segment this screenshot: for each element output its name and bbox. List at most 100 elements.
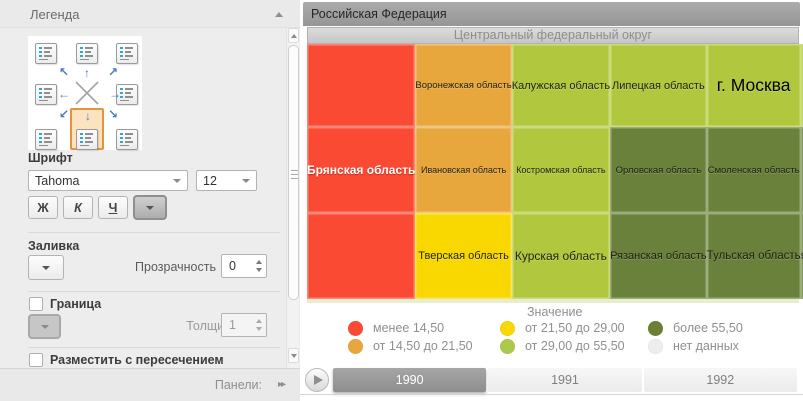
region-cell[interactable]: Тверская область bbox=[415, 213, 512, 299]
legend-item: нет данных bbox=[648, 338, 739, 354]
federation-header-title: Российская Федерация bbox=[311, 7, 447, 21]
region-cell[interactable]: Смоленская область bbox=[706, 127, 801, 213]
region-cell[interactable]: Брянская область bbox=[307, 127, 416, 213]
year-tab-1992[interactable]: 1992 bbox=[643, 368, 797, 392]
region-cell[interactable]: г. Москва bbox=[706, 44, 801, 127]
legend-item: от 14,50 до 21,50 bbox=[348, 338, 473, 354]
region-cell[interactable]: Костромская область bbox=[511, 127, 611, 213]
section-divider bbox=[28, 291, 280, 292]
border-color-dropdown-button[interactable] bbox=[28, 314, 61, 339]
region-cell[interactable]: Калужская область bbox=[511, 44, 611, 127]
underline-button[interactable]: Ч bbox=[98, 196, 128, 219]
chevron-down-icon bbox=[173, 179, 181, 183]
fill-color-dropdown-button[interactable] bbox=[28, 255, 64, 280]
position-middle-left-button[interactable] bbox=[35, 84, 57, 105]
border-checkbox[interactable] bbox=[29, 297, 43, 311]
region-cell[interactable]: Рязанская область bbox=[610, 213, 707, 299]
year-timeline: 1990 1991 1992 bbox=[333, 368, 797, 392]
transparency-spinner[interactable]: 0 bbox=[221, 254, 267, 278]
panels-footer-bar: Панели: ▸▸ bbox=[0, 368, 300, 401]
region-cell[interactable]: Ивановская область bbox=[415, 127, 512, 213]
arrow-left-icon: ← bbox=[58, 87, 70, 101]
arrow-down-left-icon: ↙ bbox=[59, 107, 70, 121]
legend-item: более 55,50 bbox=[648, 320, 743, 336]
expand-panels-icon[interactable]: ▸▸ bbox=[277, 379, 286, 390]
year-tab-1991[interactable]: 1991 bbox=[488, 368, 642, 392]
federation-header[interactable]: Российская Федерация bbox=[303, 2, 800, 26]
region-cell[interactable]: Воронежская область bbox=[415, 44, 512, 127]
font-family-select[interactable]: Tahoma bbox=[28, 170, 188, 191]
region-cell[interactable]: Орловская область bbox=[610, 127, 707, 213]
legend-no-data-dot bbox=[648, 338, 663, 354]
district-title-bar[interactable]: Центральный федеральный округ bbox=[307, 27, 799, 44]
position-bottom-right-button[interactable] bbox=[116, 129, 138, 150]
bold-button[interactable]: Ж bbox=[28, 196, 58, 219]
legend-item-label: от 14,50 до 21,50 bbox=[373, 339, 473, 353]
position-top-right-button[interactable] bbox=[116, 43, 138, 64]
year-tab-1990[interactable]: 1990 bbox=[333, 368, 487, 392]
legend-orange-dot bbox=[348, 338, 363, 354]
position-top-left-button[interactable] bbox=[35, 43, 57, 64]
italic-button[interactable]: К bbox=[63, 196, 93, 219]
scrollbar-thumb[interactable] bbox=[288, 45, 299, 300]
arrow-down-icon: ↓ bbox=[85, 109, 91, 123]
scrollbar-down-button[interactable] bbox=[288, 348, 299, 363]
legend-red-dot bbox=[348, 320, 363, 336]
panels-label: Панели: bbox=[214, 378, 262, 392]
region-cell[interactable]: Московская область bbox=[800, 44, 803, 127]
scrollbar-up-button[interactable] bbox=[288, 28, 299, 43]
spinner-up-icon[interactable] bbox=[256, 260, 262, 264]
region-cell[interactable]: Ярославская область bbox=[800, 213, 803, 299]
legend-light-green-dot bbox=[500, 338, 515, 354]
chevron-down-icon bbox=[42, 265, 50, 270]
font-family-value: Tahoma bbox=[35, 173, 80, 188]
legend-item: менее 14,50 bbox=[348, 320, 444, 336]
region-cell[interactable] bbox=[307, 213, 416, 299]
intersection-label: Разместить с пересечением bbox=[50, 353, 224, 367]
spinner-down-icon[interactable] bbox=[256, 268, 262, 272]
spinner-up-icon[interactable] bbox=[256, 319, 262, 323]
legend-dark-green-dot bbox=[648, 320, 663, 336]
fill-section-label: Заливка bbox=[28, 239, 80, 253]
chevron-down-icon bbox=[242, 179, 250, 183]
legend-panel-title: Легенда bbox=[30, 7, 80, 22]
border-section-label: Граница bbox=[50, 297, 102, 311]
position-bottom-center-button[interactable] bbox=[76, 129, 98, 150]
legend-item-label: более 55,50 bbox=[673, 321, 743, 335]
spinner-arrows[interactable] bbox=[252, 255, 266, 277]
region-cell[interactable]: Тамбовская область bbox=[800, 127, 803, 213]
region-cell[interactable] bbox=[307, 44, 416, 127]
spinner-down-icon[interactable] bbox=[256, 327, 262, 331]
transparency-value: 0 bbox=[229, 259, 236, 273]
legend-panel-header[interactable]: Легенда bbox=[0, 0, 300, 28]
treemap-bottom-strip bbox=[307, 299, 799, 303]
arrow-up-icon: ↑ bbox=[84, 66, 90, 80]
intersection-checkbox[interactable] bbox=[29, 353, 43, 367]
region-cell[interactable]: Курская область bbox=[511, 213, 611, 299]
legend-item: от 21,50 до 29,00 bbox=[500, 320, 625, 336]
treemap-grid: Воронежская область Калужская область Ли… bbox=[307, 44, 803, 299]
section-divider bbox=[28, 232, 280, 233]
font-color-dropdown-button[interactable] bbox=[133, 195, 167, 220]
scroll-up-icon bbox=[290, 33, 297, 38]
thickness-spinner[interactable]: 1 bbox=[221, 313, 267, 337]
arrow-down-right-icon: ↘ bbox=[108, 107, 119, 121]
legend-item-label: от 21,50 до 29,00 bbox=[525, 321, 625, 335]
position-top-center-button[interactable] bbox=[76, 43, 98, 64]
scroll-down-icon bbox=[290, 353, 297, 358]
region-cell[interactable]: Тульская область bbox=[706, 213, 801, 299]
position-middle-right-button[interactable] bbox=[116, 84, 138, 105]
legend-settings-panel: Легенда ↖ ↑ ↗ ← → ↙ ↓ ↘ Шрифт bbox=[0, 0, 300, 401]
font-size-select[interactable]: 12 bbox=[196, 170, 257, 191]
left-panel-scrollbar[interactable] bbox=[286, 28, 299, 368]
legend-item-label: менее 14,50 bbox=[373, 321, 445, 335]
thickness-value: 1 bbox=[229, 318, 236, 332]
play-button[interactable] bbox=[305, 368, 329, 392]
play-icon bbox=[314, 375, 323, 385]
legend-item: от 29,00 до 55,50 bbox=[500, 338, 625, 354]
collapse-panel-icon[interactable] bbox=[275, 12, 283, 17]
legend-yellow-dot bbox=[500, 320, 515, 336]
spinner-arrows[interactable] bbox=[252, 314, 266, 336]
position-bottom-left-button[interactable] bbox=[35, 129, 57, 150]
region-cell[interactable]: Липецкая область bbox=[610, 44, 707, 127]
